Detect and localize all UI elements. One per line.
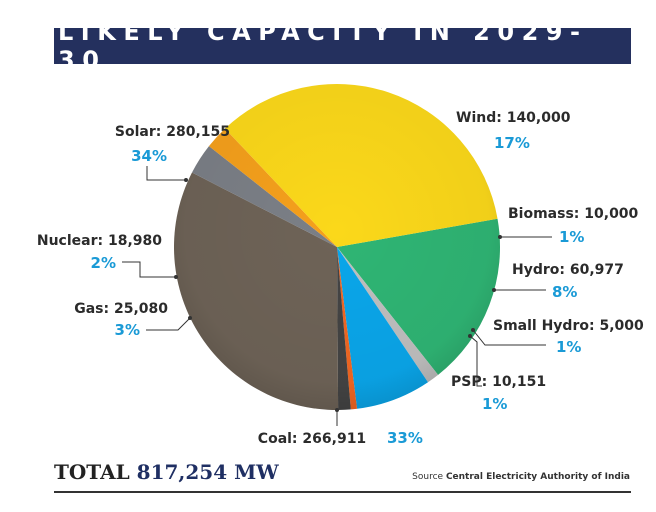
slice-percent-gas: 3%	[115, 321, 140, 339]
source-name: Central Electricity Authority of India	[445, 472, 630, 482]
slice-label-hydro: Hydro: 60,977	[512, 262, 624, 278]
leader-line-gas	[146, 317, 191, 331]
slice-label-psp: PSP: 10,151	[451, 374, 546, 390]
leader-dot-small-hydro	[471, 328, 475, 332]
slice-label-gas: Gas: 25,080	[74, 301, 168, 317]
slice-percent-solar: 34%	[131, 147, 167, 165]
slice-label-solar: Solar: 280,155	[115, 124, 230, 140]
slice-percent-coal: 33%	[387, 429, 423, 447]
pie-slices	[174, 83, 500, 411]
total-capacity: TOTAL 817,254 MW	[54, 460, 279, 484]
pie-shading	[174, 84, 500, 410]
leader-dot-hydro	[492, 288, 496, 292]
divider-rule	[54, 491, 631, 493]
leader-dot-psp	[468, 334, 472, 338]
leader-line-solar	[146, 166, 186, 181]
slice-percent-small-hydro: 1%	[556, 338, 581, 356]
source-note: Source Central Electricity Authority of …	[412, 472, 630, 482]
leader-dot-coal	[335, 408, 339, 412]
leader-dot-nuclear	[174, 275, 178, 279]
slice-label-coal: Coal: 266,911	[258, 431, 366, 447]
slice-label-nuclear: Nuclear: 18,980	[37, 233, 162, 249]
slice-percent-wind: 17%	[494, 134, 530, 152]
leader-dot-gas	[188, 316, 192, 320]
slice-labels: Wind: 140,000 17% Biomass: 10,000 1% Hydro: …	[37, 110, 644, 447]
slice-percent-biomass: 1%	[559, 228, 584, 246]
total-value: 817,254 MW	[136, 460, 279, 484]
source-prefix: Source	[412, 472, 444, 482]
slice-label-small-hydro: Small Hydro: 5,000	[493, 318, 644, 334]
leader-line-small-hydro	[472, 329, 546, 346]
slice-percent-nuclear: 2%	[91, 254, 116, 272]
leader-dot-solar	[184, 178, 188, 182]
slice-label-wind: Wind: 140,000	[456, 110, 571, 126]
slice-percent-psp: 1%	[482, 395, 507, 413]
leader-line-psp	[469, 335, 482, 387]
slice-label-biomass: Biomass: 10,000	[508, 206, 639, 222]
leader-line-nuclear	[122, 261, 176, 278]
slice-percent-hydro: 8%	[552, 283, 577, 301]
leader-lines	[122, 166, 552, 426]
leader-dot-biomass	[498, 235, 502, 239]
total-prefix: TOTAL	[54, 460, 130, 484]
